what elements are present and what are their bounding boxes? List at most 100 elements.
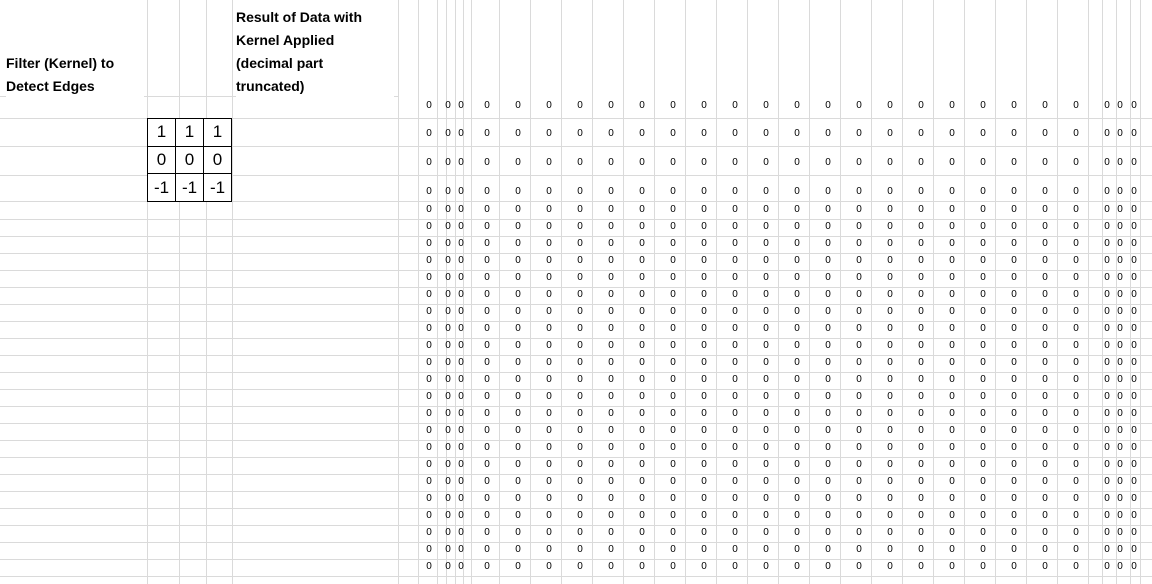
result-cell[interactable]: 0: [980, 272, 986, 283]
result-cell[interactable]: 0: [1042, 272, 1048, 283]
result-cell[interactable]: 0: [732, 204, 738, 215]
result-cell[interactable]: 0: [856, 272, 862, 283]
result-cell[interactable]: 0: [980, 204, 986, 215]
result-cell[interactable]: 0: [1042, 476, 1048, 487]
result-cell[interactable]: 0: [1104, 221, 1110, 232]
result-cell[interactable]: 0: [515, 255, 521, 266]
result-cell[interactable]: 0: [1042, 204, 1048, 215]
result-cell[interactable]: 0: [856, 204, 862, 215]
result-cell[interactable]: 0: [577, 306, 583, 317]
result-cell[interactable]: 0: [445, 527, 451, 538]
result-cell[interactable]: 0: [701, 289, 707, 300]
kernel-cell[interactable]: -1: [203, 173, 232, 202]
result-cell[interactable]: 0: [732, 306, 738, 317]
result-cell[interactable]: 0: [732, 527, 738, 538]
result-cell[interactable]: 0: [1131, 157, 1137, 168]
result-cell[interactable]: 0: [980, 527, 986, 538]
result-cell[interactable]: 0: [670, 425, 676, 436]
result-cell[interactable]: 0: [1131, 510, 1137, 521]
result-cell[interactable]: 0: [1042, 408, 1048, 419]
result-cell[interactable]: 0: [639, 128, 645, 139]
result-cell[interactable]: 0: [980, 442, 986, 453]
result-cell[interactable]: 0: [1104, 425, 1110, 436]
result-cell[interactable]: 0: [825, 510, 831, 521]
result-cell[interactable]: 0: [484, 357, 490, 368]
result-cell[interactable]: 0: [701, 357, 707, 368]
result-cell[interactable]: 0: [484, 186, 490, 197]
result-cell[interactable]: 0: [794, 374, 800, 385]
result-cell[interactable]: 0: [1011, 459, 1017, 470]
result-cell[interactable]: 0: [1042, 561, 1048, 572]
result-cell[interactable]: 0: [1011, 238, 1017, 249]
result-cell[interactable]: 0: [484, 272, 490, 283]
result-cell[interactable]: 0: [794, 510, 800, 521]
result-cell[interactable]: 0: [445, 323, 451, 334]
result-cell[interactable]: 0: [445, 340, 451, 351]
result-cell[interactable]: 0: [670, 527, 676, 538]
result-cell[interactable]: 0: [546, 272, 552, 283]
result-cell[interactable]: 0: [1104, 340, 1110, 351]
result-cell[interactable]: 0: [1073, 459, 1079, 470]
result-cell[interactable]: 0: [577, 204, 583, 215]
result-cell[interactable]: 0: [980, 100, 986, 111]
result-cell[interactable]: 0: [515, 561, 521, 572]
result-cell[interactable]: 0: [639, 204, 645, 215]
result-cell[interactable]: 0: [639, 510, 645, 521]
result-cell[interactable]: 0: [980, 357, 986, 368]
result-cell[interactable]: 0: [1117, 186, 1123, 197]
result-cell[interactable]: 0: [1131, 306, 1137, 317]
result-cell[interactable]: 0: [445, 306, 451, 317]
result-cell[interactable]: 0: [1042, 442, 1048, 453]
result-cell[interactable]: 0: [445, 561, 451, 572]
result-cell[interactable]: 0: [515, 221, 521, 232]
result-cell[interactable]: 0: [1117, 340, 1123, 351]
result-cell[interactable]: 0: [763, 289, 769, 300]
result-cell[interactable]: 0: [887, 510, 893, 521]
result-cell[interactable]: 0: [515, 186, 521, 197]
result-cell[interactable]: 0: [701, 306, 707, 317]
result-cell[interactable]: 0: [484, 221, 490, 232]
result-cell[interactable]: 0: [825, 357, 831, 368]
result-cell[interactable]: 0: [1117, 323, 1123, 334]
result-cell[interactable]: 0: [825, 544, 831, 555]
result-cell[interactable]: 0: [825, 255, 831, 266]
result-cell[interactable]: 0: [949, 100, 955, 111]
result-cell[interactable]: 0: [763, 323, 769, 334]
result-cell[interactable]: 0: [1104, 204, 1110, 215]
result-cell[interactable]: 0: [639, 289, 645, 300]
result-cell[interactable]: 0: [426, 157, 432, 168]
result-cell[interactable]: 0: [458, 186, 464, 197]
result-cell[interactable]: 0: [670, 238, 676, 249]
result-cell[interactable]: 0: [577, 255, 583, 266]
result-cell[interactable]: 0: [445, 272, 451, 283]
result-cell[interactable]: 0: [1104, 100, 1110, 111]
result-cell[interactable]: 0: [1117, 306, 1123, 317]
result-cell[interactable]: 0: [1131, 289, 1137, 300]
result-cell[interactable]: 0: [577, 476, 583, 487]
result-cell[interactable]: 0: [1131, 561, 1137, 572]
result-cell[interactable]: 0: [515, 391, 521, 402]
result-cell[interactable]: 0: [918, 238, 924, 249]
result-cell[interactable]: 0: [577, 425, 583, 436]
result-cell[interactable]: 0: [484, 157, 490, 168]
result-cell[interactable]: 0: [763, 476, 769, 487]
result-cell[interactable]: 0: [546, 157, 552, 168]
result-cell[interactable]: 0: [980, 340, 986, 351]
result-cell[interactable]: 0: [1073, 128, 1079, 139]
result-cell[interactable]: 0: [546, 391, 552, 402]
result-cell[interactable]: 0: [1042, 186, 1048, 197]
result-cell[interactable]: 0: [670, 544, 676, 555]
result-cell[interactable]: 0: [763, 510, 769, 521]
result-cell[interactable]: 0: [426, 374, 432, 385]
result-cell[interactable]: 0: [1011, 408, 1017, 419]
result-cell[interactable]: 0: [794, 100, 800, 111]
result-cell[interactable]: 0: [1011, 544, 1017, 555]
result-cell[interactable]: 0: [1117, 476, 1123, 487]
result-cell[interactable]: 0: [1104, 374, 1110, 385]
result-cell[interactable]: 0: [515, 157, 521, 168]
result-cell[interactable]: 0: [458, 289, 464, 300]
result-cell[interactable]: 0: [701, 561, 707, 572]
result-cell[interactable]: 0: [887, 408, 893, 419]
result-cell[interactable]: 0: [639, 561, 645, 572]
result-cell[interactable]: 0: [1073, 527, 1079, 538]
